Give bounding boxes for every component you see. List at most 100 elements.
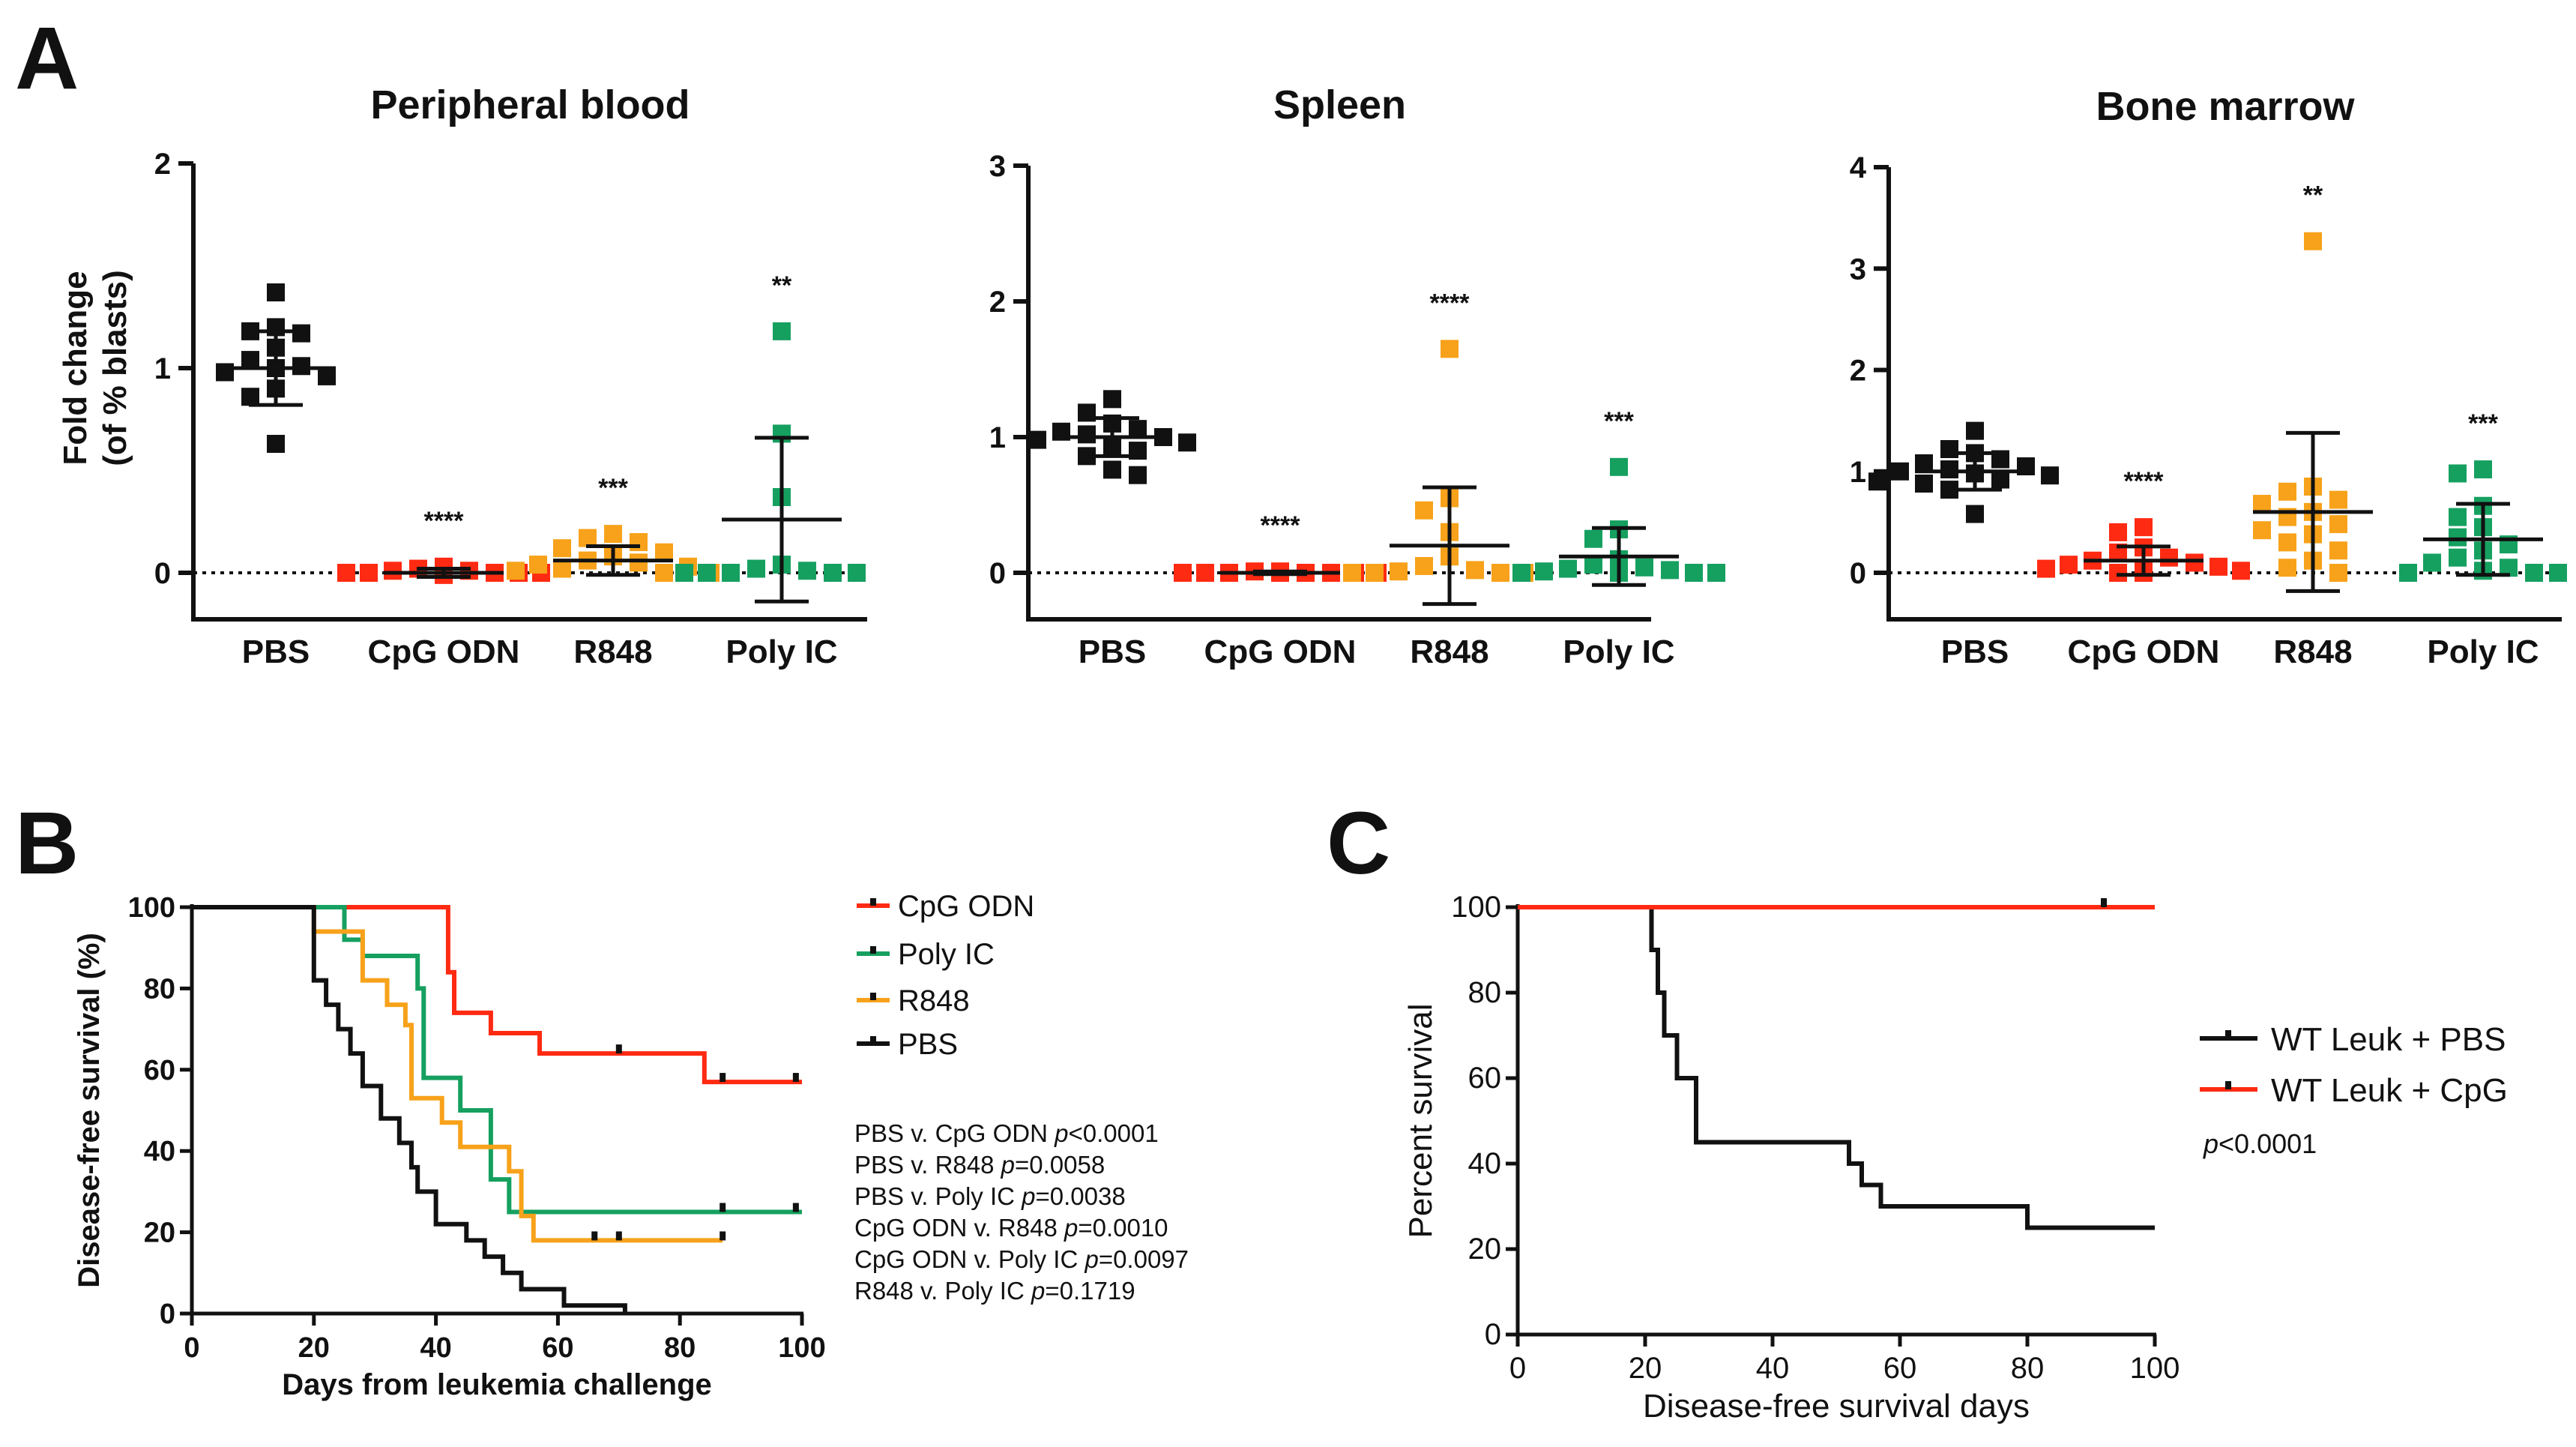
y-tick-label: 1 [1850, 456, 1866, 489]
stat-value: =0.0010 [1078, 1214, 1168, 1242]
group-pbs [1868, 421, 2059, 523]
data-point [1103, 460, 1121, 479]
chart-peripheral-blood: Peripheral blood Fold change (of % blasts)… [57, 82, 867, 670]
data-point [2449, 508, 2467, 526]
data-point [1661, 561, 1679, 580]
data-point [1512, 564, 1530, 582]
data-point [2449, 464, 2467, 483]
data-point [1991, 470, 2009, 489]
censor-mark [720, 1231, 726, 1241]
x-axis-label: Days from leukemia challenge [282, 1368, 712, 1401]
data-point [1103, 390, 1121, 409]
pvalue-c-value: <0.0001 [2218, 1128, 2317, 1159]
x-tick-label-cpg-odn: CpG ODN [2068, 634, 2220, 670]
x-tick-label: 100 [2130, 1352, 2180, 1385]
data-point [529, 556, 547, 574]
data-point [267, 283, 285, 301]
data-point [2041, 466, 2059, 485]
x-axis-label: Disease-free survival days [1643, 1388, 2030, 1425]
x-tick-label-pbs: PBS [1941, 634, 2009, 670]
y-tick-label: 3 [1850, 253, 1866, 286]
data-point [1610, 457, 1628, 476]
legend-label-wt-leuk-cpg: WT Leuk + CpG [2271, 1072, 2508, 1109]
data-point [655, 564, 673, 582]
stat-comparison: R848 v. Poly IC [854, 1277, 1031, 1305]
data-point [655, 543, 673, 562]
data-point [292, 357, 310, 376]
stat-comparison: PBS v. R848 [854, 1151, 1001, 1179]
data-point [2186, 553, 2204, 572]
stat-p: p [1001, 1151, 1015, 1179]
data-point [698, 564, 716, 582]
x-tick-label-pbs: PBS [242, 634, 310, 670]
x-tick-label: 60 [542, 1332, 573, 1364]
data-point [1174, 564, 1192, 582]
y-axis-label: Fold change [57, 271, 94, 465]
data-point [1584, 556, 1602, 574]
x-tick-label-poly-ic: Poly IC [2427, 634, 2539, 670]
data-point [1390, 562, 1408, 581]
group-cpg-odn: **** [2037, 467, 2250, 582]
legend-marker [870, 946, 876, 954]
legend-b: CpG ODN Poly IC R848 PBS [857, 890, 1034, 1061]
pvalue-c: p<0.0001 [2203, 1128, 2317, 1159]
stat-p: p [1064, 1214, 1078, 1242]
data-point [1178, 433, 1196, 452]
stat-value: <0.0001 [1068, 1119, 1158, 1147]
significance-label: *** [1604, 407, 1634, 436]
data-point [337, 564, 355, 582]
legend-marker [870, 898, 876, 906]
series-line-r848 [192, 905, 723, 1243]
data-point [1915, 474, 1933, 493]
y-axis-label: Percent survival [1402, 1003, 1439, 1238]
group-poly-ic: *** [2399, 409, 2567, 582]
significance-label: **** [1430, 289, 1471, 317]
stat-line: PBS v. Poly IC p=0.0038 [854, 1182, 1126, 1210]
data-point [318, 367, 336, 385]
data-point [360, 564, 378, 582]
data-point [267, 435, 285, 454]
data-point [2449, 528, 2467, 547]
censor-mark [2101, 898, 2107, 907]
x-tick-label-cpg-odn: CpG ODN [368, 634, 520, 670]
legend-marker [2225, 1030, 2231, 1038]
legend-label-pbs: PBS [898, 1028, 958, 1061]
stat-value: =0.1719 [1045, 1277, 1135, 1305]
group-r848: ** [2253, 181, 2373, 593]
data-point [553, 539, 571, 558]
data-point [1559, 559, 1577, 578]
stat-line: PBS v. R848 p=0.0058 [854, 1151, 1105, 1179]
x-tick-label: 0 [184, 1332, 199, 1364]
data-point [1940, 460, 1958, 479]
series-line-poly-ic [192, 905, 802, 1215]
data-point [2399, 564, 2417, 582]
data-point [2304, 232, 2322, 250]
data-point [1915, 454, 1933, 472]
data-point [216, 363, 234, 382]
y-tick-label: 3 [989, 150, 1006, 183]
x-tick-label: 80 [664, 1332, 696, 1364]
series-wt-leuk-pbs [1518, 905, 2155, 1230]
chart-survival-c: 0 20 40 60 80 100 0 20 40 60 80 100 Disease-free sur… [1402, 891, 2180, 1425]
legend-label-r848: R848 [898, 984, 970, 1017]
legend-label-cpg-odn: CpG ODN [898, 890, 1034, 923]
data-point [798, 562, 816, 580]
legend-marker [870, 1036, 876, 1044]
y-tick-label: 2 [154, 148, 171, 181]
data-point [2449, 548, 2467, 567]
y-tick-label: 2 [989, 286, 1006, 319]
y-tick-label: 60 [144, 1055, 175, 1086]
data-point [2423, 553, 2441, 572]
significance-label: **** [1261, 511, 1301, 540]
y-tick-label: 1 [154, 352, 171, 385]
data-point [722, 564, 740, 582]
stat-p: p [1031, 1277, 1045, 1305]
data-point [1891, 462, 1909, 481]
data-point [848, 564, 866, 582]
data-point [2278, 482, 2296, 501]
data-point [241, 388, 259, 406]
data-point [1535, 562, 1553, 581]
series-r848 [192, 905, 726, 1243]
group-r848: *** [507, 474, 720, 582]
